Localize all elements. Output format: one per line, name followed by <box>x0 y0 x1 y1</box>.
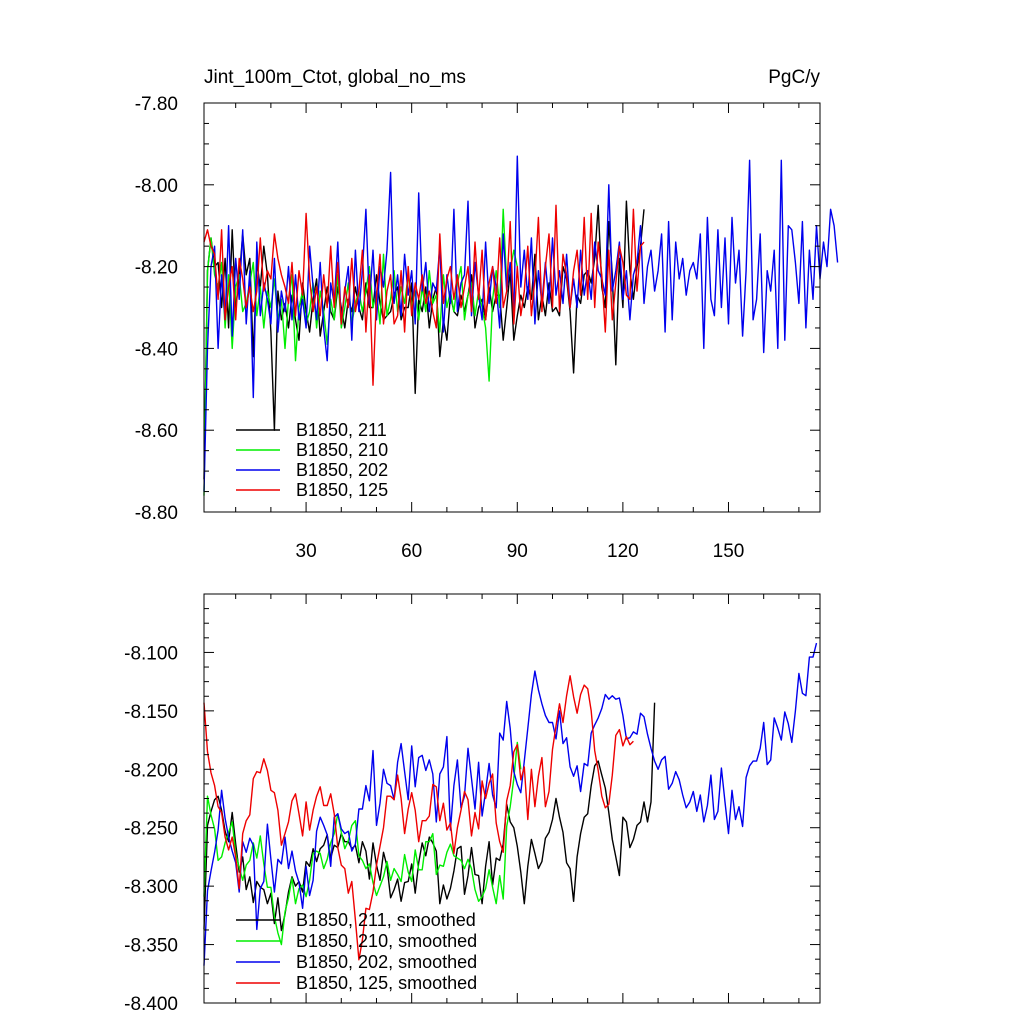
legend-label-b1850-202: B1850, 202 <box>296 460 388 480</box>
x-tick-label: 30 <box>296 541 317 562</box>
legend-label-b1850-210: B1850, 210 <box>296 440 388 460</box>
series-line-b1850-210 <box>203 208 518 496</box>
x-tick-label: 150 <box>713 541 745 562</box>
legend-label-b1850-125-smoothed: B1850, 125, smoothed <box>296 973 477 993</box>
series-line-b1850-202 <box>203 155 839 492</box>
y-tick-label: -8.100 <box>124 643 178 664</box>
y-tick-label: -7.80 <box>135 94 178 115</box>
series-line-b1850-202-smoothed <box>203 642 818 966</box>
y-tick-label: -8.350 <box>124 936 178 957</box>
y-tick-label: -8.150 <box>124 702 178 723</box>
series-line-b1850-125 <box>203 204 645 386</box>
bottom-chart: -8.400 -8.350 -8.300 -8.250 -8.200 -8.150 -8.1… <box>124 593 821 1015</box>
top-chart: Jint_100m_Ctot, global_no_ms PgC/y 30 60 9… <box>135 67 839 562</box>
y-tick-label: -8.00 <box>135 176 178 197</box>
y-tick-label: -8.20 <box>135 258 178 279</box>
series-line-b1850-210-smoothed <box>203 741 522 946</box>
legend-label-b1850-211-smoothed: B1850, 211, smoothed <box>296 910 476 930</box>
legend-label-b1850-125: B1850, 125 <box>296 480 388 500</box>
legend-label-b1850-202-smoothed: B1850, 202, smoothed <box>296 952 477 972</box>
y-tick-label: -8.40 <box>135 339 178 360</box>
y-tick-label: -8.200 <box>124 760 178 781</box>
y-tick-label: -8.80 <box>135 503 178 524</box>
x-tick-label: 90 <box>507 541 528 562</box>
y-tick-label: -8.60 <box>135 421 178 442</box>
y-tick-label: -8.400 <box>124 994 178 1015</box>
y-tick-label: -8.250 <box>124 819 178 840</box>
chart-title: Jint_100m_Ctot, global_no_ms <box>204 67 466 88</box>
x-tick-label: 60 <box>401 541 422 562</box>
legend-label-b1850-211: B1850, 211 <box>296 420 387 440</box>
series-line-b1850-211-smoothed <box>203 702 656 932</box>
series-line-b1850-125-smoothed <box>203 675 634 961</box>
units-label: PgC/y <box>768 67 820 88</box>
y-tick-label: -8.300 <box>124 877 178 898</box>
x-tick-label: 120 <box>607 541 639 562</box>
legend-label-b1850-210-smoothed: B1850, 210, smoothed <box>296 931 477 951</box>
series-line-b1850-211 <box>203 200 645 480</box>
